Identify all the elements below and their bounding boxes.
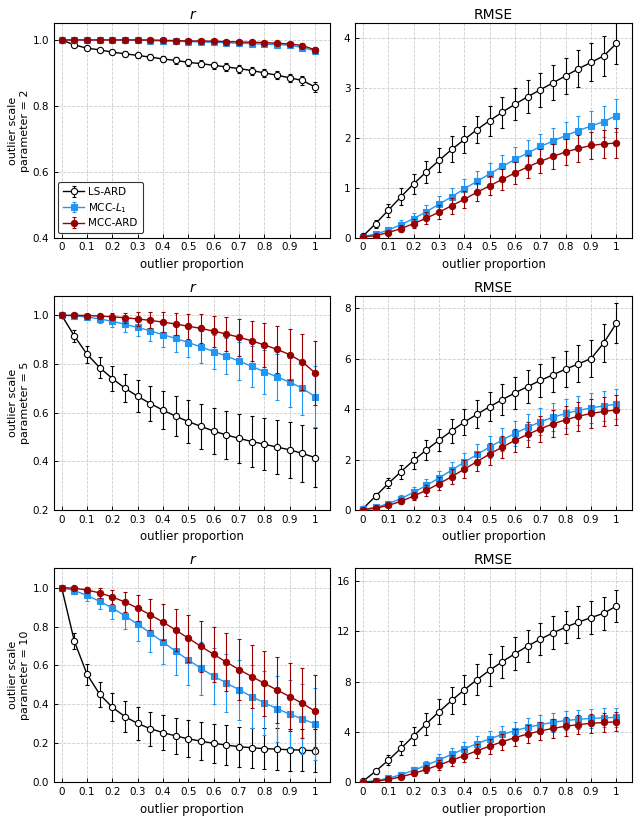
X-axis label: outlier proportion: outlier proportion [140, 803, 244, 816]
Title: r: r [189, 553, 195, 567]
Title: RMSE: RMSE [474, 553, 513, 567]
X-axis label: outlier proportion: outlier proportion [442, 531, 545, 543]
Y-axis label: outlier scale
parameter = 10: outlier scale parameter = 10 [8, 630, 30, 720]
X-axis label: outlier proportion: outlier proportion [140, 258, 244, 271]
X-axis label: outlier proportion: outlier proportion [442, 258, 545, 271]
Y-axis label: outlier scale
parameter = 5: outlier scale parameter = 5 [8, 362, 30, 444]
Title: r: r [189, 8, 195, 22]
Title: RMSE: RMSE [474, 281, 513, 295]
Y-axis label: outlier scale
parameter = 2: outlier scale parameter = 2 [8, 89, 30, 171]
X-axis label: outlier proportion: outlier proportion [140, 531, 244, 543]
Title: r: r [189, 281, 195, 295]
Title: RMSE: RMSE [474, 8, 513, 22]
Legend: LS-ARD, MCC-$L_1$, MCC-ARD: LS-ARD, MCC-$L_1$, MCC-ARD [58, 182, 143, 233]
X-axis label: outlier proportion: outlier proportion [442, 803, 545, 816]
